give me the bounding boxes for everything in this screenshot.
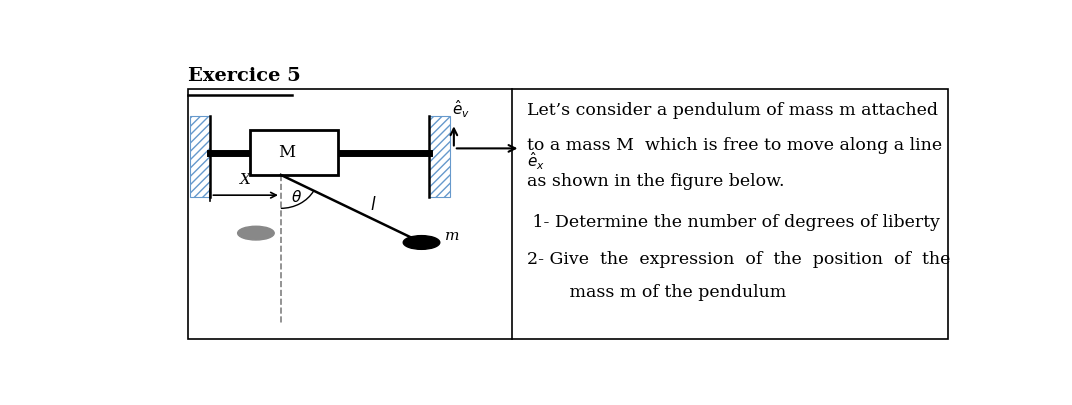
Text: X: X bbox=[240, 173, 251, 188]
Bar bbox=[190, 116, 210, 197]
Text: to a mass M  which is free to move along a line: to a mass M which is free to move along … bbox=[527, 137, 942, 154]
Circle shape bbox=[403, 236, 440, 249]
Text: m: m bbox=[445, 229, 459, 243]
Text: mass m of the pendulum: mass m of the pendulum bbox=[542, 284, 786, 301]
Bar bbox=[251, 130, 338, 175]
Bar bbox=[429, 116, 450, 197]
Text: 2- Give  the  expression  of  the  position  of  the: 2- Give the expression of the position o… bbox=[527, 251, 951, 268]
Text: 1- Determine the number of degrees of liberty: 1- Determine the number of degrees of li… bbox=[527, 214, 940, 231]
Text: Let’s consider a pendulum of mass m attached: Let’s consider a pendulum of mass m atta… bbox=[527, 102, 938, 119]
Circle shape bbox=[238, 226, 274, 240]
Text: $\hat{e}_v$: $\hat{e}_v$ bbox=[451, 99, 470, 120]
Bar bbox=[188, 89, 949, 339]
Text: as shown in the figure below.: as shown in the figure below. bbox=[527, 173, 785, 190]
Text: $\theta$: $\theta$ bbox=[291, 189, 302, 205]
Text: M: M bbox=[279, 144, 296, 161]
Text: $\hat{e}_x$: $\hat{e}_x$ bbox=[527, 151, 545, 173]
Text: $l$: $l$ bbox=[370, 196, 376, 214]
Text: Exercice 5: Exercice 5 bbox=[188, 67, 301, 85]
